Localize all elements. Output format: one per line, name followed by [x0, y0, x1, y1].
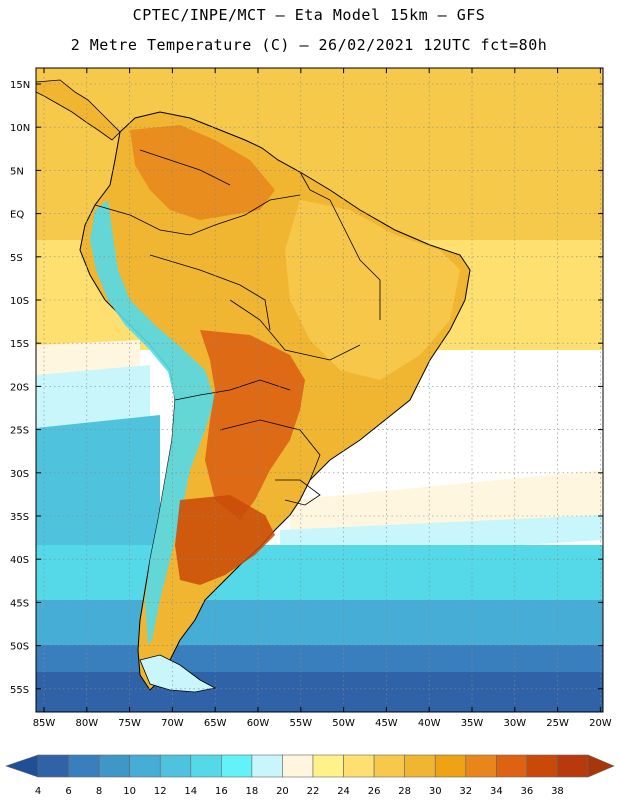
andes-cool-strip — [90, 200, 215, 645]
colorbar-label: 8 — [96, 786, 102, 797]
colorbar-label: 6 — [65, 786, 71, 797]
colorbar-label: 12 — [154, 786, 167, 797]
colorbar-swatch — [373, 754, 405, 778]
longitude-label: 65W — [204, 718, 227, 729]
longitude-label: 70W — [161, 718, 184, 729]
colorbar-swatch — [159, 754, 192, 778]
colorbar-swatch — [129, 754, 161, 778]
latitude-label: 20S — [10, 382, 29, 393]
longitude-label: 85W — [33, 718, 56, 729]
colorbar-swatch — [98, 754, 130, 778]
latitude-label: 10S — [10, 296, 29, 307]
ocean-cool-band — [36, 645, 603, 675]
ocean-pacific-light-band — [36, 365, 150, 430]
colorbar-swatch — [526, 754, 558, 778]
colorbar-label: 22 — [307, 786, 320, 797]
northeast-warm-region — [285, 200, 460, 380]
ocean-mid-band — [36, 600, 603, 650]
colorbar-over-arrow — [587, 754, 615, 778]
colorbar-label: 4 — [35, 786, 41, 797]
colorbar-label: 28 — [398, 786, 411, 797]
colorbar-label: 30 — [429, 786, 442, 797]
longitude-label: 50W — [332, 718, 355, 729]
colorbar-swatch — [312, 754, 344, 778]
colorbar-swatch — [37, 754, 69, 778]
colorbar-label: 20 — [276, 786, 289, 797]
colorbar-swatch — [221, 754, 253, 778]
latitude-label: 25S — [10, 426, 29, 437]
latitude-label: 5N — [10, 166, 24, 177]
map-field — [36, 68, 603, 712]
amazon-hot-region — [130, 125, 275, 220]
latitude-label: 15N — [10, 80, 30, 91]
map-title: CPTEC/INPE/MCT – Eta Model 15km – GFS — [132, 6, 486, 24]
axis-ticks — [36, 68, 603, 712]
patagonia-hot-region — [175, 495, 275, 585]
latitude-label: 45S — [10, 598, 29, 609]
colorbar-label: 34 — [490, 786, 503, 797]
longitude-label: 35W — [461, 718, 484, 729]
colorbar-label: 24 — [337, 786, 350, 797]
colorbar-swatch — [68, 754, 100, 778]
colorbar — [5, 754, 615, 778]
longitude-label: 30W — [503, 718, 526, 729]
latitude-label: 40S — [10, 555, 29, 566]
colorbar-under-arrow — [5, 754, 39, 778]
longitude-label: 75W — [118, 718, 141, 729]
colorbar-label: 26 — [368, 786, 381, 797]
latitude-label: 35S — [10, 512, 29, 523]
longitude-label: 45W — [375, 718, 398, 729]
colorbar-label: 36 — [521, 786, 534, 797]
colorbar-label: 10 — [123, 786, 136, 797]
colorbar-label: 38 — [551, 786, 564, 797]
colorbar-labels: 4 6 8 10 12 14 16 18 20 22 24 26 28 30 32 34 36 38 — [35, 786, 564, 797]
ocean-pacific-cyan-band — [36, 415, 160, 560]
longitude-label: 55W — [289, 718, 312, 729]
country-borders — [94, 149, 381, 506]
colorbar-swatch — [465, 754, 497, 778]
graticule — [36, 68, 603, 712]
colorbar-swatch — [496, 754, 528, 778]
colorbar-label: 14 — [184, 786, 197, 797]
longitude-labels: 85W 80W 75W 70W 65W 60W 55W 50W 45W 40W 35W 30W 25W 2… — [33, 718, 612, 729]
colorbar-swatch — [251, 754, 283, 778]
central-america-land — [36, 79, 121, 141]
colorbar-label: 32 — [459, 786, 472, 797]
ocean-cyan-band — [36, 545, 603, 605]
longitude-label: 25W — [546, 718, 569, 729]
latitude-label: 50S — [10, 642, 29, 653]
colorbar-swatch — [190, 754, 222, 778]
colorbar-swatch — [557, 754, 589, 778]
colorbar-swatch — [404, 754, 436, 778]
colorbar-swatch — [434, 754, 467, 778]
colorbar-swatch — [282, 754, 314, 778]
longitude-label: 40W — [418, 718, 441, 729]
latitude-label: 30S — [10, 469, 29, 480]
latitude-labels: 15N 10N 5N EQ 5S 10S 15S 20S 25S 30S 35S 40S 45S 50S 5… — [10, 80, 30, 696]
latitude-label: EQ — [10, 210, 24, 221]
longitude-label: 60W — [247, 718, 270, 729]
colorbar-swatch — [343, 754, 375, 778]
colorbar-label: 18 — [246, 786, 259, 797]
latitude-label: 55S — [10, 685, 29, 696]
ocean-cold-band — [36, 672, 603, 712]
longitude-label: 20W — [589, 718, 612, 729]
longitude-label: 80W — [75, 718, 98, 729]
map-frame — [35, 67, 604, 713]
latitude-label: 5S — [10, 253, 23, 264]
map-subtitle: 2 Metre Temperature (C) – 26/02/2021 12U… — [70, 36, 548, 54]
latitude-label: 15S — [10, 339, 29, 350]
colorbar-label: 16 — [215, 786, 228, 797]
tierra-del-fuego — [139, 654, 217, 693]
latitude-label: 10N — [10, 123, 30, 134]
